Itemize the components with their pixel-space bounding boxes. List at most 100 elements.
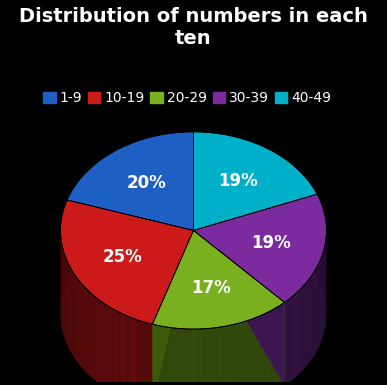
Polygon shape — [220, 327, 221, 385]
Polygon shape — [184, 329, 185, 385]
Polygon shape — [230, 325, 231, 385]
Polygon shape — [280, 305, 281, 385]
Polygon shape — [252, 319, 253, 385]
Polygon shape — [171, 328, 172, 385]
Polygon shape — [234, 324, 235, 385]
Polygon shape — [307, 281, 308, 365]
Polygon shape — [227, 326, 228, 385]
Polygon shape — [297, 292, 298, 376]
Polygon shape — [169, 327, 170, 385]
Polygon shape — [181, 329, 182, 385]
Polygon shape — [228, 325, 229, 385]
Polygon shape — [138, 320, 139, 385]
Polygon shape — [305, 283, 306, 367]
Polygon shape — [221, 327, 222, 385]
Polygon shape — [91, 294, 92, 378]
Polygon shape — [134, 319, 135, 385]
Polygon shape — [217, 327, 218, 385]
Polygon shape — [117, 311, 118, 385]
Polygon shape — [126, 315, 127, 385]
Polygon shape — [149, 323, 151, 385]
Text: Distribution of numbers in each
ten: Distribution of numbers in each ten — [19, 7, 368, 48]
Polygon shape — [125, 315, 126, 385]
Polygon shape — [121, 313, 122, 385]
Polygon shape — [261, 315, 262, 385]
Polygon shape — [194, 231, 284, 385]
Polygon shape — [87, 290, 88, 374]
Polygon shape — [253, 318, 254, 385]
Polygon shape — [308, 280, 309, 364]
Polygon shape — [296, 292, 297, 376]
Polygon shape — [101, 302, 102, 385]
Polygon shape — [284, 302, 285, 385]
Polygon shape — [82, 285, 83, 368]
Polygon shape — [286, 301, 287, 385]
Polygon shape — [70, 268, 71, 352]
Polygon shape — [95, 297, 96, 381]
Polygon shape — [287, 300, 288, 384]
Polygon shape — [185, 329, 186, 385]
Polygon shape — [123, 314, 124, 385]
Polygon shape — [260, 315, 261, 385]
Polygon shape — [118, 312, 120, 385]
Polygon shape — [258, 316, 259, 385]
Polygon shape — [154, 325, 155, 385]
Polygon shape — [194, 231, 284, 385]
Polygon shape — [142, 321, 144, 385]
Polygon shape — [179, 328, 180, 385]
Polygon shape — [112, 308, 113, 385]
Polygon shape — [124, 315, 125, 385]
Polygon shape — [136, 319, 137, 385]
Polygon shape — [219, 327, 220, 385]
Polygon shape — [264, 314, 265, 385]
Polygon shape — [133, 318, 134, 385]
Polygon shape — [76, 277, 77, 361]
Polygon shape — [237, 323, 238, 385]
Polygon shape — [192, 329, 193, 385]
Polygon shape — [135, 319, 136, 385]
Polygon shape — [257, 317, 258, 385]
Polygon shape — [256, 317, 257, 385]
Polygon shape — [60, 200, 194, 324]
Polygon shape — [170, 328, 171, 385]
Polygon shape — [122, 314, 123, 385]
Polygon shape — [85, 288, 86, 372]
Polygon shape — [214, 328, 215, 385]
Polygon shape — [293, 295, 294, 379]
Polygon shape — [103, 303, 104, 385]
Polygon shape — [241, 322, 242, 385]
Text: 25%: 25% — [103, 248, 142, 266]
Polygon shape — [193, 329, 194, 385]
Polygon shape — [79, 281, 80, 365]
Polygon shape — [277, 306, 278, 385]
Polygon shape — [250, 320, 251, 385]
Polygon shape — [207, 328, 208, 385]
Polygon shape — [183, 329, 184, 385]
Polygon shape — [168, 327, 169, 385]
Polygon shape — [114, 310, 115, 385]
Polygon shape — [251, 319, 252, 385]
Polygon shape — [248, 320, 249, 385]
Polygon shape — [292, 296, 293, 380]
Polygon shape — [127, 316, 128, 385]
Polygon shape — [108, 306, 110, 385]
Polygon shape — [254, 318, 255, 385]
Polygon shape — [222, 326, 223, 385]
Polygon shape — [187, 329, 188, 385]
Polygon shape — [152, 231, 194, 385]
Polygon shape — [120, 313, 121, 385]
Polygon shape — [194, 194, 327, 302]
Polygon shape — [84, 287, 85, 371]
Polygon shape — [176, 328, 177, 385]
Polygon shape — [276, 307, 277, 385]
Polygon shape — [71, 269, 72, 353]
Legend: 1-9, 10-19, 20-29, 30-39, 40-49: 1-9, 10-19, 20-29, 30-39, 40-49 — [38, 85, 337, 111]
Polygon shape — [298, 291, 299, 375]
Polygon shape — [174, 328, 175, 385]
Polygon shape — [212, 328, 213, 385]
Polygon shape — [67, 132, 194, 231]
Polygon shape — [100, 301, 101, 385]
Polygon shape — [281, 304, 282, 385]
Polygon shape — [144, 322, 146, 385]
Polygon shape — [104, 304, 105, 385]
